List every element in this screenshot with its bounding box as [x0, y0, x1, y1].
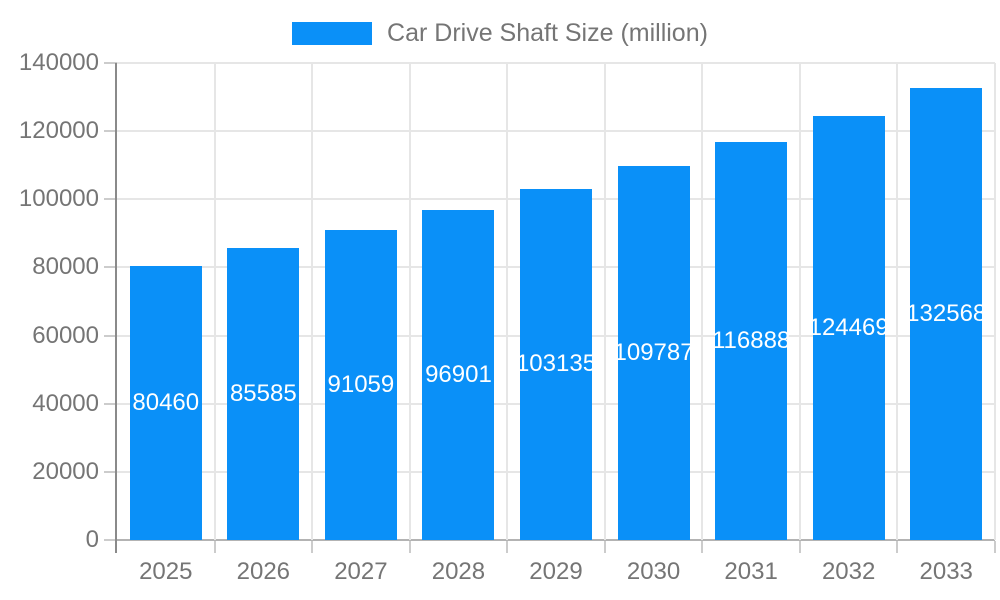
y-axis-tick: [104, 62, 117, 64]
x-tick-label: 2033: [919, 558, 973, 585]
y-axis-tick: [104, 402, 117, 405]
x-axis-tick: [603, 541, 606, 553]
x-tick-label: 2025: [139, 558, 193, 585]
bar[interactable]: [520, 188, 592, 540]
x-axis-tick: [896, 541, 899, 553]
x-axis-tick: [798, 541, 801, 553]
x-gridline: [994, 63, 996, 540]
y-gridline: [117, 130, 995, 133]
x-gridline: [896, 63, 899, 540]
bar[interactable]: [129, 265, 202, 540]
x-axis-tick: [701, 541, 704, 553]
x-axis-tick: [213, 541, 216, 553]
x-tick-label: 2031: [724, 558, 778, 585]
bar-value-label: 96901: [425, 360, 492, 388]
y-tick-label: 80000: [32, 253, 99, 281]
y-axis-tick: [104, 334, 117, 337]
bar-value-label: 80460: [132, 388, 200, 416]
y-gridline: [117, 62, 995, 64]
x-tick-label: 2028: [431, 558, 486, 585]
bar[interactable]: [324, 229, 397, 540]
y-tick-label: 100000: [18, 185, 99, 213]
y-tick-label: 60000: [32, 321, 99, 349]
bar[interactable]: [617, 165, 690, 540]
x-gridline: [506, 63, 509, 540]
y-axis-tick: [104, 470, 117, 473]
y-tick-label: 40000: [32, 389, 99, 417]
bar-value-label: 132568: [906, 300, 987, 328]
bar-value-label: 124469: [808, 313, 889, 341]
y-axis-tick: [104, 266, 117, 269]
x-tick-label: 2029: [529, 558, 583, 585]
y-axis-tick: [104, 539, 117, 541]
legend: Car Drive Shaft Size (million): [0, 17, 1000, 49]
y-tick-label: 0: [85, 526, 99, 553]
y-axis-tick: [104, 130, 117, 133]
y-axis-line: [115, 63, 117, 553]
x-axis-line: [117, 539, 995, 541]
legend-swatch[interactable]: [292, 21, 373, 45]
bar-value-label: 85585: [229, 380, 297, 408]
bar[interactable]: [812, 115, 885, 540]
y-tick-label: 140000: [18, 49, 99, 76]
bar[interactable]: [422, 209, 495, 540]
x-gridline: [311, 63, 314, 540]
x-gridline: [603, 63, 606, 540]
bar-value-label: 103135: [515, 350, 597, 378]
y-tick-label: 120000: [18, 117, 99, 145]
x-axis-tick: [311, 541, 314, 553]
bar-value-label: 91059: [327, 370, 395, 398]
x-gridline: [798, 63, 801, 540]
x-gridline: [701, 63, 704, 540]
x-tick-label: 2032: [821, 558, 876, 585]
y-axis-tick: [104, 198, 117, 201]
x-axis-tick: [506, 541, 509, 553]
x-axis-tick: [994, 541, 996, 553]
bar[interactable]: [715, 141, 788, 540]
x-gridline: [408, 63, 411, 540]
x-tick-label: 2027: [334, 558, 388, 585]
y-tick-label: 20000: [32, 457, 99, 485]
x-tick-label: 2026: [236, 558, 291, 585]
x-tick-label: 2030: [626, 558, 681, 585]
bar[interactable]: [227, 248, 300, 540]
x-axis-tick: [408, 541, 411, 553]
bar[interactable]: [910, 88, 983, 540]
bar-value-label: 109787: [613, 338, 694, 366]
bar-value-label: 116888: [711, 326, 791, 354]
legend-label[interactable]: Car Drive Shaft Size (million): [387, 19, 708, 47]
x-gridline: [213, 63, 216, 540]
